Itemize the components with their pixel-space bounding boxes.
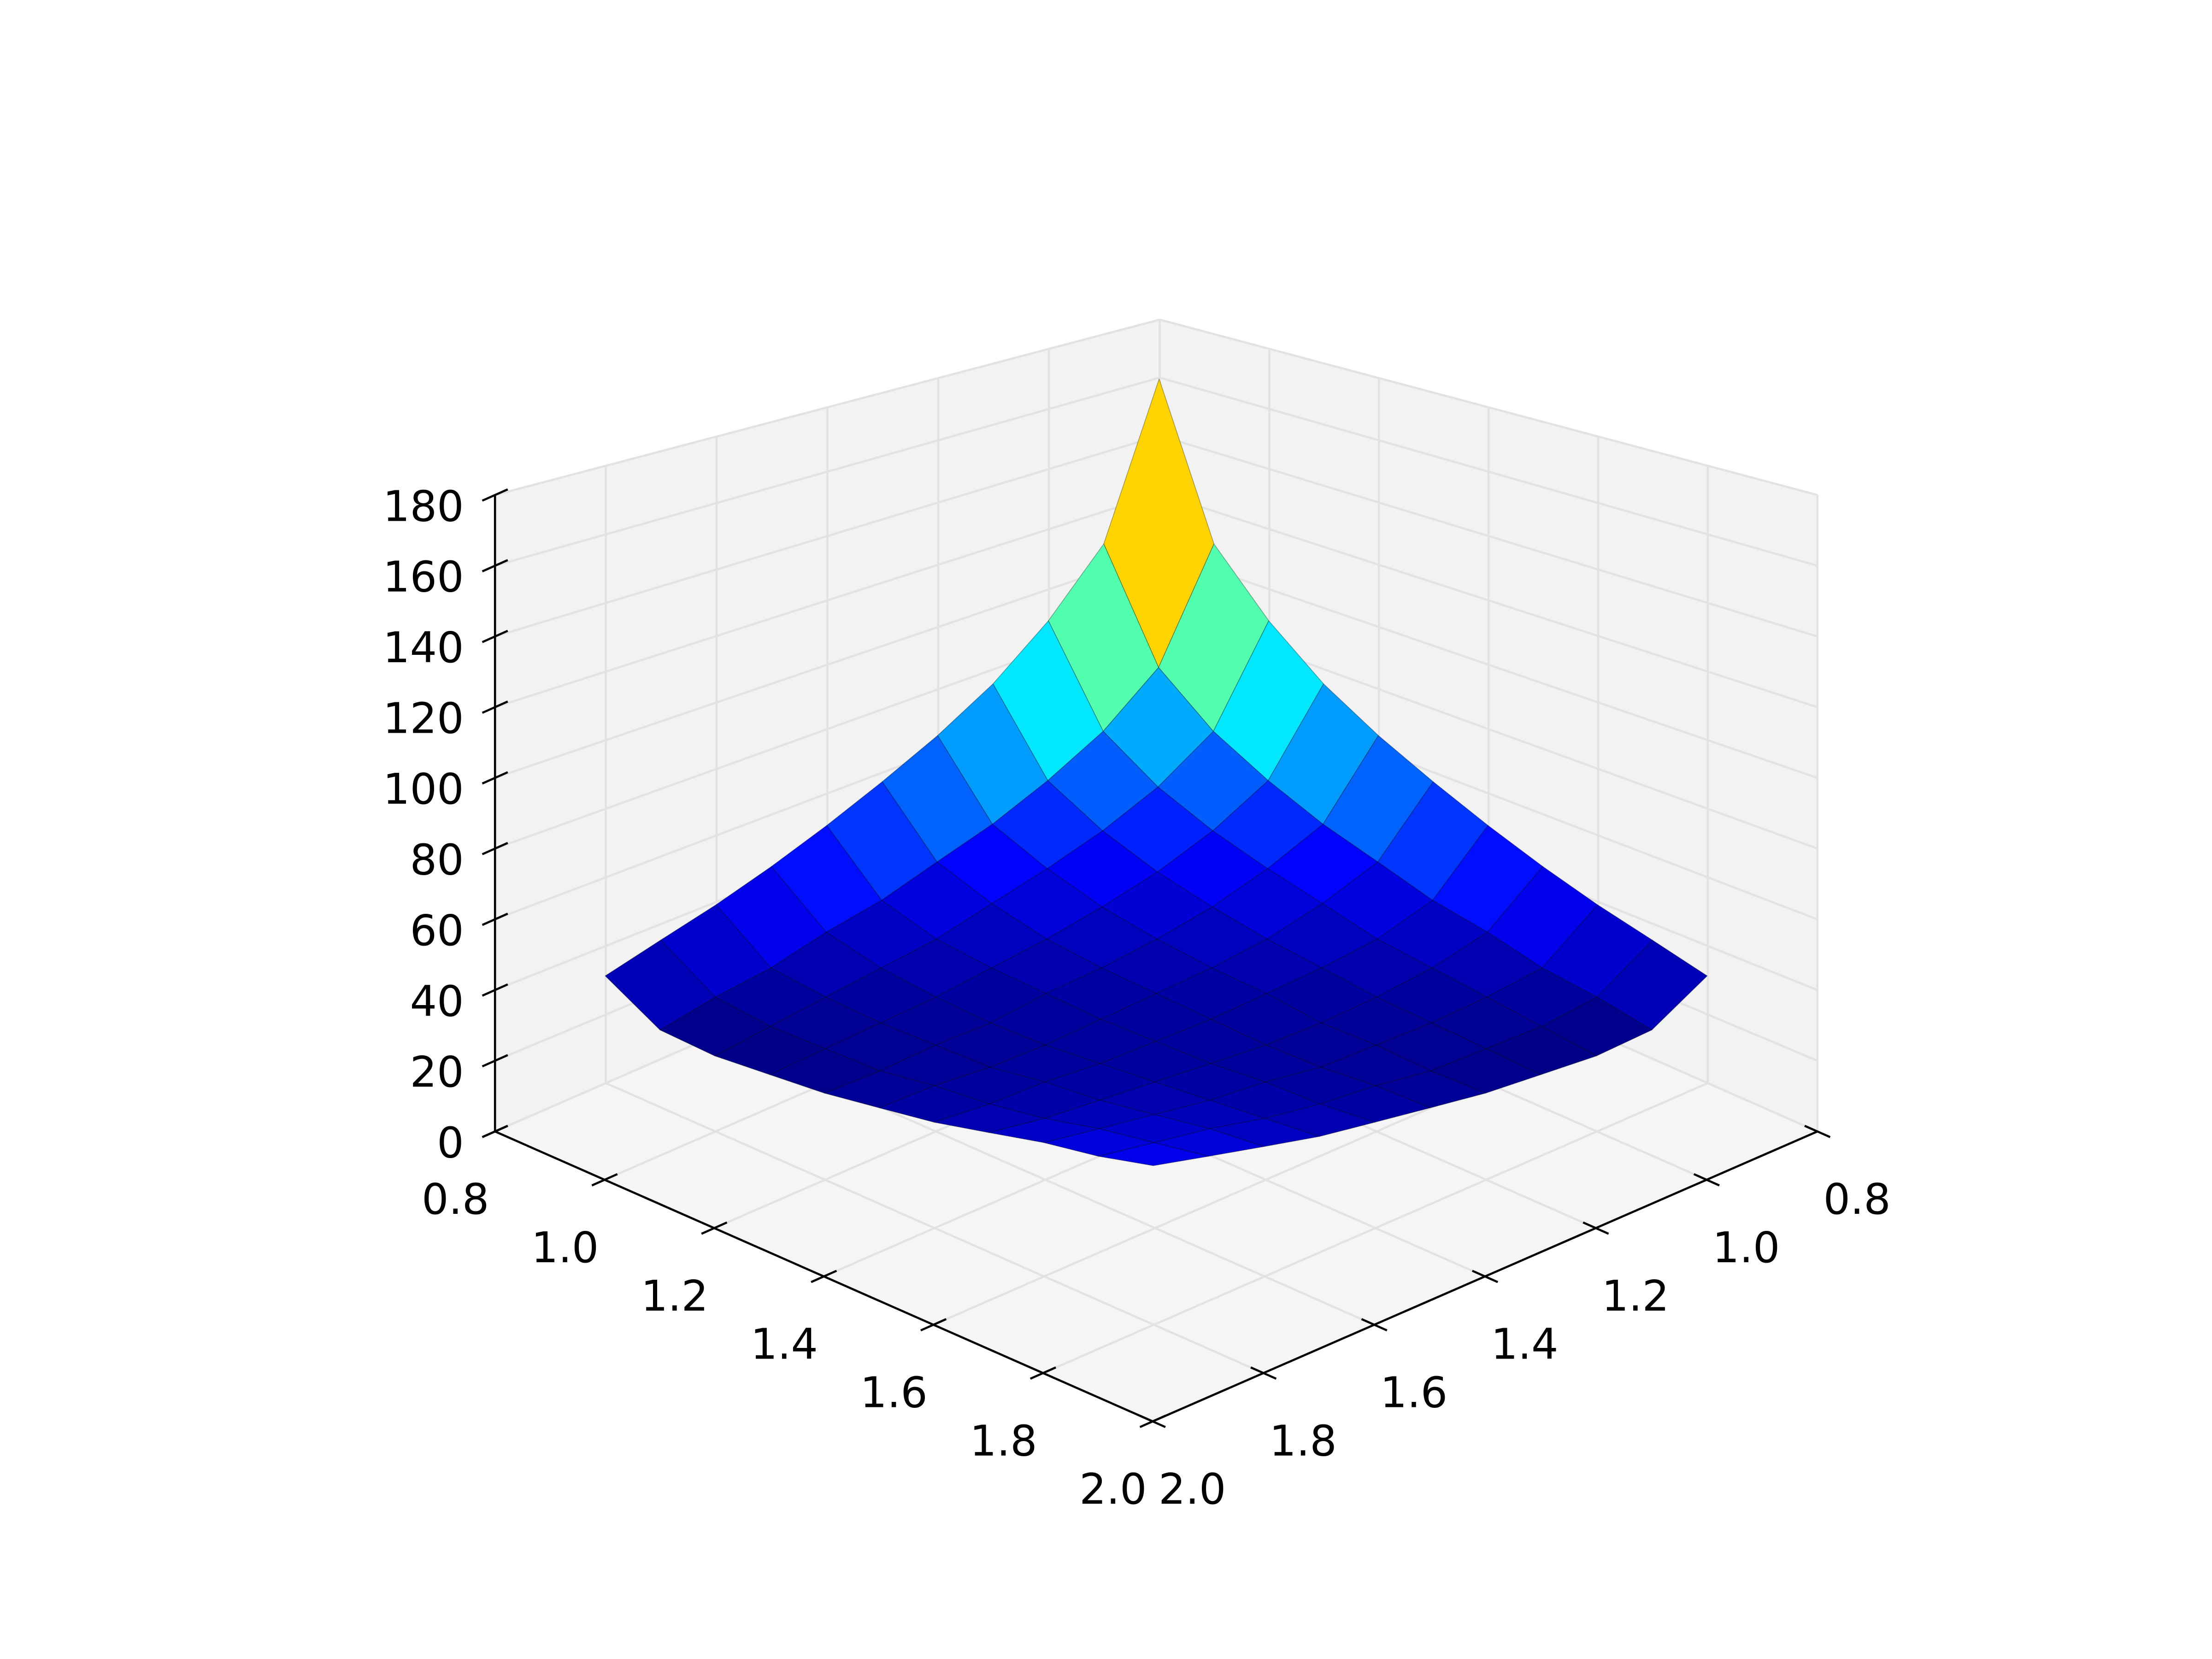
x-tick-label: 1.6 [860,1368,927,1418]
y-tick-label: 1.2 [1602,1271,1669,1321]
tick-mark [701,1221,728,1235]
tick-mark [1693,1173,1720,1187]
tick-mark [811,1270,837,1283]
tick-mark [482,842,508,855]
tick-mark [1361,1318,1388,1332]
x-tick-label: 0.8 [422,1175,489,1224]
grid-line [494,492,1160,708]
grid-line [494,550,1160,779]
surface-cell [1098,1142,1209,1166]
tick-mark [1139,1415,1166,1428]
y-tick-label: 1.6 [1380,1368,1447,1418]
z-tick-label: 0 [437,1118,464,1167]
x-tick-label: 1.4 [751,1320,818,1369]
x-tick-label: 1.8 [970,1416,1037,1465]
grid-line [494,318,1160,496]
tick-mark [1583,1221,1609,1235]
grid-line [494,435,1160,638]
tick-mark [1471,1270,1499,1283]
grid-line [1159,435,1818,638]
z-tick-label: 80 [410,835,464,885]
grid-line [1159,377,1818,567]
x-tick-label: 1.0 [531,1223,599,1272]
tick-mark [482,559,508,573]
tick-mark [1250,1366,1277,1380]
z-tick-label: 100 [383,765,464,814]
tick-mark [482,700,508,714]
y-tick-label: 1.0 [1712,1223,1780,1272]
z-tick-label: 120 [383,694,464,743]
tick-mark [482,629,508,643]
z-tick-label: 60 [410,906,464,955]
z-tick-label: 180 [383,482,464,531]
tick-mark [920,1318,947,1332]
tick-mark [482,1054,508,1068]
tick-mark [482,488,508,502]
y-tick-label: 2.0 [1159,1465,1226,1514]
tick-mark [482,983,508,997]
tick-mark [1804,1124,1831,1138]
y-tick-label: 1.8 [1269,1416,1336,1465]
grid-line [494,377,1160,567]
tick-mark [482,912,508,926]
tick-mark [591,1173,618,1187]
y-tick-label: 1.4 [1491,1320,1558,1369]
z-tick-label: 40 [410,977,464,1026]
grid-line [1159,550,1818,779]
y-tick-label: 0.8 [1823,1175,1890,1224]
tick-mark [1030,1366,1056,1380]
x-tick-label: 1.2 [641,1271,708,1321]
z-tick-label: 160 [383,553,464,602]
grid-line [1159,318,1818,496]
x-tick-label: 2.0 [1079,1465,1147,1514]
tick-mark [482,1124,508,1138]
grid-line [605,1082,1264,1374]
tick-mark [482,771,508,785]
z-tick-label: 140 [383,623,464,672]
grid-line [1159,492,1818,708]
z-tick-label: 20 [410,1047,464,1097]
